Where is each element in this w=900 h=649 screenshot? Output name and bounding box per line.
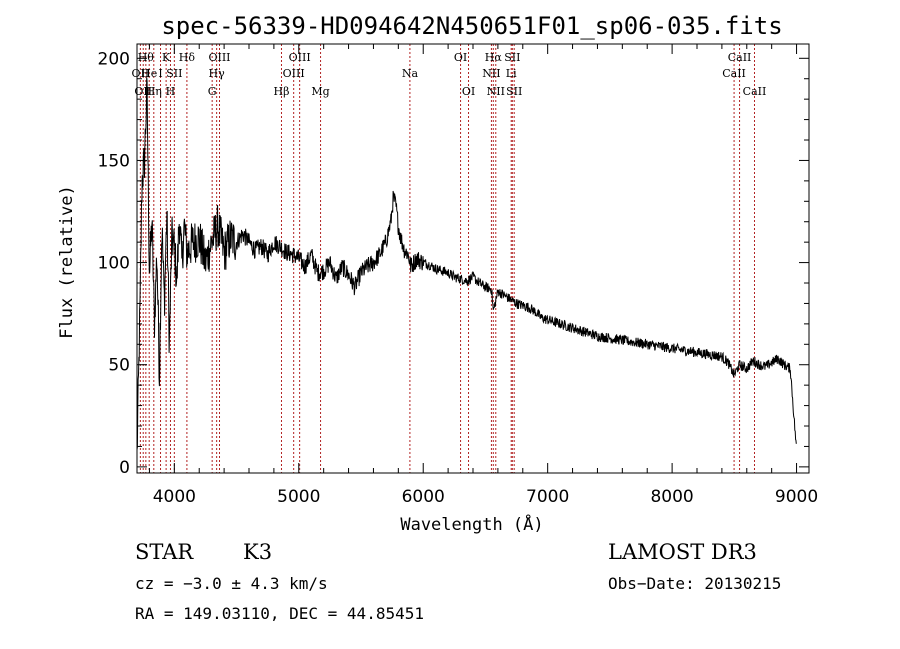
plot-frame [136,43,810,474]
x-tick-label: 4000 [153,487,196,507]
spectral-line-label: G [208,85,217,98]
spectral-line-label: Hα [485,51,503,64]
spectral-line-label: K [162,51,171,64]
spectral-line-label: OIII [283,67,305,80]
y-tick-label: 200 [98,49,130,69]
y-tick-label: 0 [119,458,130,478]
spectral-line-label: OIII [208,51,230,64]
spectral-line-label: Hγ [209,67,226,80]
redshift-value: cz = −3.0 ± 4.3 km/s [135,574,328,593]
spectral-line-label: Li [506,67,517,80]
spectral-line-label: He [141,67,157,80]
x-tick-label: 9000 [775,487,818,507]
observation-date: Obs−Date: 20130215 [608,574,782,593]
spectral-line-label: Na [402,67,419,80]
y-tick-labels: 0 50 100 150 200 [98,49,130,478]
spectral-line-label: Mg [311,85,329,98]
y-axis-label: Flux (relative) [57,185,77,339]
y-tick-label: 150 [98,151,130,171]
spectral-line-label: OIII [289,51,311,64]
spectral-line-label: OI [454,51,467,64]
object-class: STAR [135,540,194,564]
y-tick-label: 100 [98,254,130,274]
spectral-line-labels: OIIOIIHθHeHηIKHSIIHδGHγOIIIHβOIIIOIIIMgN… [132,51,767,98]
survey-name: LAMOST DR3 [608,540,757,564]
spectral-line-label: Hθ [138,51,155,64]
spectral-line-label: OII [132,67,150,80]
spectral-line-markers [139,44,755,473]
spectral-line-label: Hδ [179,51,196,64]
spectral-line-label: NII [487,85,505,98]
spectral-line-label: SII [166,67,182,80]
coordinates: RA = 149.03110, DEC = 44.85451 [135,604,424,623]
x-tick-label: 5000 [277,487,320,507]
x-axis-label: Wavelength (Å) [400,513,543,535]
axis-ticks [137,44,809,473]
spectral-line-label: Hη [146,85,162,98]
spectral-line-label: CaII [722,67,746,80]
y-tick-label: 50 [108,356,130,376]
x-tick-label: 7000 [526,487,569,507]
spectral-line-label: H [166,85,176,98]
chart-title: spec-56339-HD094642N450651F01_sp06-035.f… [161,12,782,40]
x-tick-label: 8000 [650,487,693,507]
spectral-line-label: Hβ [274,85,290,98]
spectral-line-label: NII [482,67,500,80]
spectral-line-label: OI [462,85,475,98]
spectral-line-label: CaII [728,51,752,64]
x-tick-labels: 4000 5000 6000 7000 8000 9000 [153,487,818,507]
spectral-line-label: CaII [743,85,767,98]
x-tick-label: 6000 [402,487,445,507]
subclass: K3 [243,540,273,564]
spectrum-series-line [136,77,797,450]
spectral-line-label: SII [504,51,520,64]
spectral-line-label: I [158,67,162,80]
spectral-line-label: SII [506,85,522,98]
